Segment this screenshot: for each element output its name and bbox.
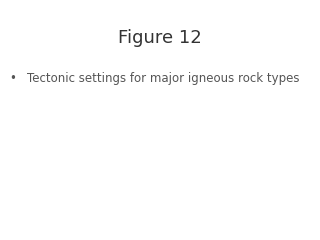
Text: Figure 12: Figure 12: [118, 29, 202, 47]
Text: Tectonic settings for major igneous rock types: Tectonic settings for major igneous rock…: [27, 72, 300, 85]
Text: •: •: [10, 72, 16, 85]
